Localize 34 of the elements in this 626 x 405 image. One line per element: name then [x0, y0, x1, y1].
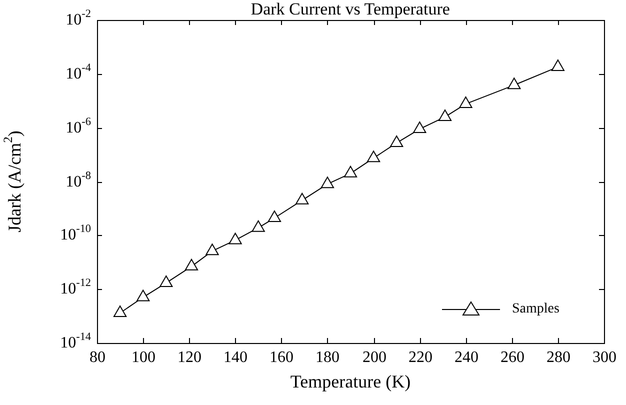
x-tick-label: 80	[90, 349, 106, 366]
point	[344, 166, 358, 178]
point	[136, 290, 150, 302]
point	[366, 150, 380, 162]
point	[228, 232, 242, 244]
legend-label: Samples	[512, 302, 560, 317]
chart-title: Dark Current vs Temperature	[250, 0, 450, 18]
x-tick-label: 160	[270, 349, 294, 366]
point	[268, 210, 282, 222]
point	[459, 96, 472, 108]
point	[320, 176, 334, 188]
point	[413, 122, 426, 134]
x-tick-label: 220	[408, 349, 432, 366]
y-axis-title: Jdark (A/cm2)	[1, 130, 25, 232]
x-tick-label: 180	[316, 349, 340, 366]
x-tick-label: 260	[500, 349, 524, 366]
x-tick-label: 280	[546, 349, 570, 366]
x-tick-label: 140	[224, 349, 248, 366]
x-tick-label: 120	[178, 349, 202, 366]
x-tick-label: 240	[454, 349, 478, 366]
point	[438, 109, 452, 121]
point	[206, 244, 219, 256]
point	[113, 306, 127, 318]
point	[184, 258, 198, 270]
point	[252, 220, 265, 232]
point	[160, 275, 173, 287]
point	[551, 59, 564, 71]
x-tick-label: 100	[132, 349, 156, 366]
point	[390, 135, 404, 147]
point	[508, 78, 521, 90]
x-axis-title: Temperature (K)	[290, 372, 411, 392]
point	[296, 192, 309, 204]
x-tick-label: 200	[362, 349, 386, 366]
x-tick-label: 300	[592, 349, 616, 366]
